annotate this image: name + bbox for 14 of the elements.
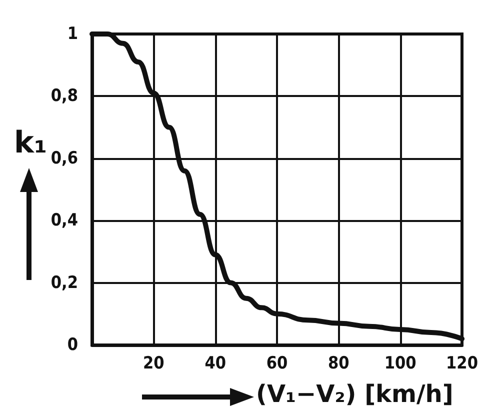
y-tick-label: 0,2 <box>50 272 78 293</box>
y-tick-label: 0,6 <box>50 148 78 168</box>
x-axis-title: (V₁−V₂) [km/h] <box>256 380 454 408</box>
x-tick-label: 80 <box>328 354 350 374</box>
x-tick-label: 20 <box>143 354 164 374</box>
y-tick-label: 0,8 <box>50 86 78 106</box>
y-tick-label: 0 <box>67 335 78 355</box>
y-axis-title: k₁ <box>14 126 48 160</box>
y-tick-label: 1 <box>67 24 78 44</box>
x-tick-label: 100 <box>384 354 416 374</box>
x-tick-label: 60 <box>266 354 288 374</box>
x-tick-label: 120 <box>446 354 478 374</box>
y-tick-label: 0,4 <box>50 210 78 231</box>
x-tick-label: 40 <box>204 354 226 374</box>
